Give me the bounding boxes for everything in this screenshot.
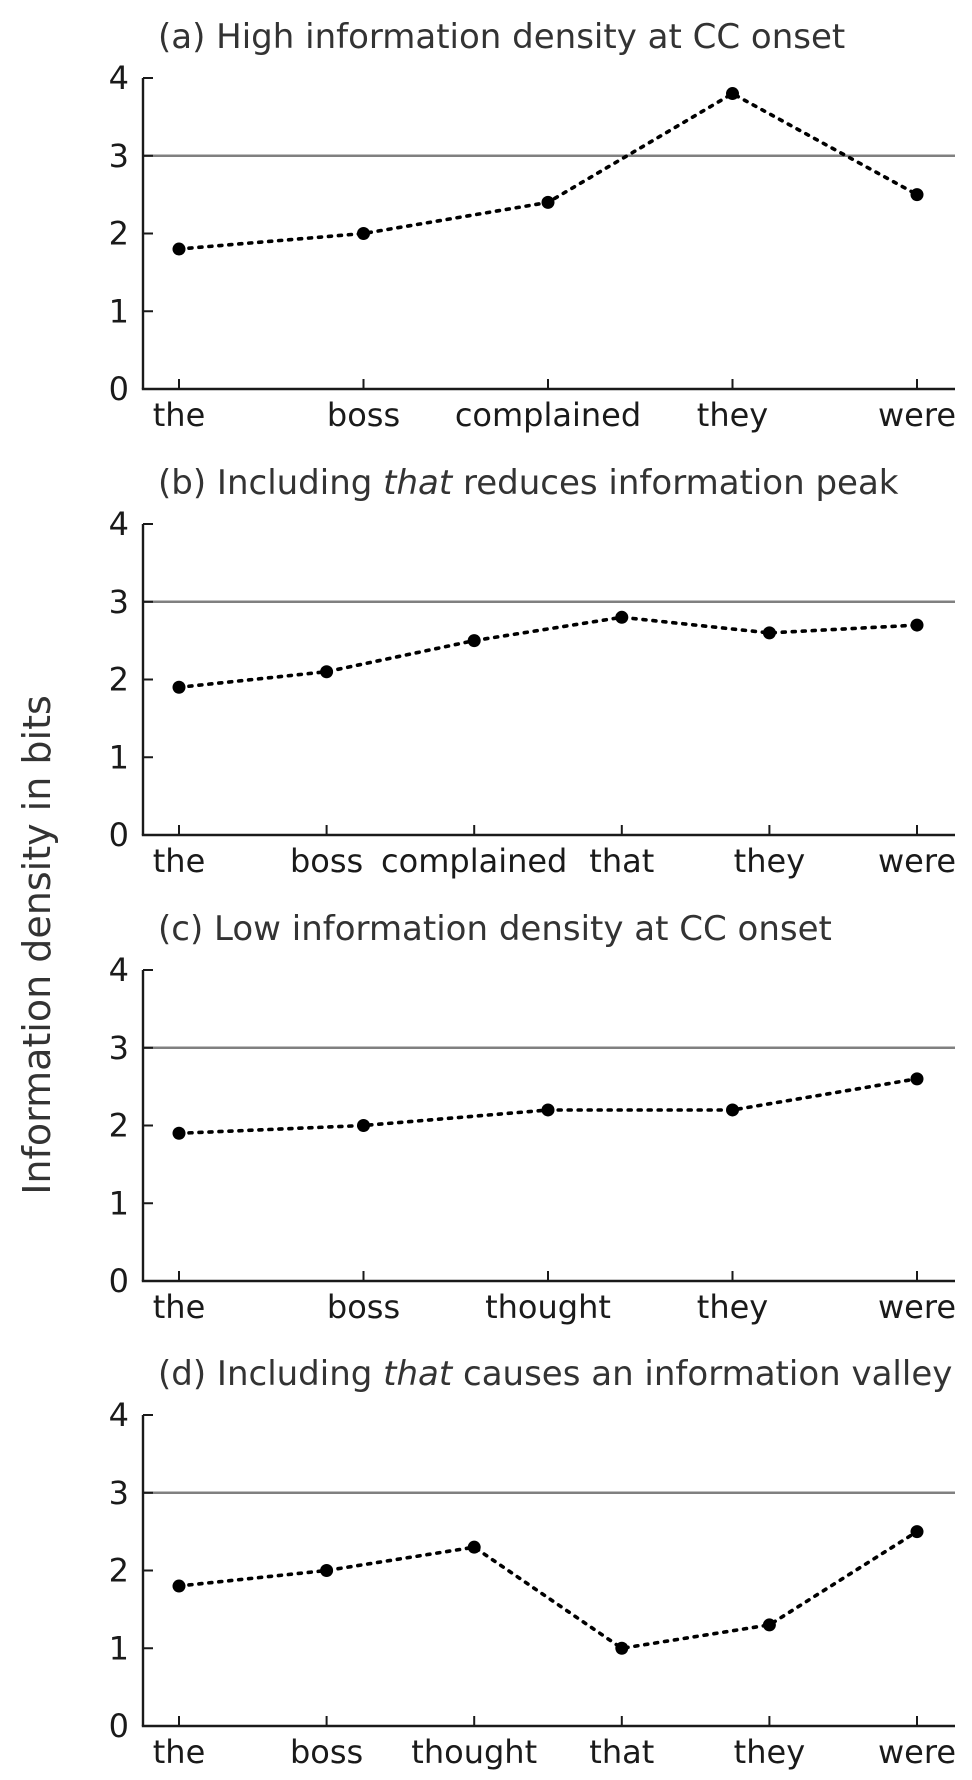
chart-title-part: (b) Including [158,463,383,503]
x-tick-label-were: were [878,1288,956,1326]
y-tick-label: 3 [109,1029,129,1067]
y-tick-label: 3 [109,583,129,621]
x-tick-label-they: they [734,842,805,880]
x-tick-label-thought: thought [411,1733,537,1771]
y-tick-label: 3 [109,137,129,175]
data-point-were [910,188,924,202]
y-tick-label: 1 [109,1629,129,1667]
data-point-boss [320,1564,334,1577]
data-point-that [615,610,629,624]
data-point-thought [541,1103,555,1117]
data-point-were [910,618,924,632]
x-tick-label-that: that [589,1733,654,1771]
data-point-the [172,1579,186,1593]
chart-title: (d) Including that causes an information… [158,1354,952,1394]
data-point-boss [357,1119,370,1132]
x-tick-label-boss: boss [327,1288,400,1326]
x-tick-label-the: the [153,842,206,880]
data-point-the [172,242,186,256]
x-tick-label-were: were [878,1733,956,1771]
x-tick-label-the: the [153,396,206,434]
data-point-thought [467,1540,481,1554]
series-line [177,1529,919,1651]
data-point-they [726,87,739,101]
chart-title-part: (d) Including [158,1354,383,1394]
chart-title: (c) Low information density at CC onset [158,909,832,949]
y-tick-label: 2 [109,661,129,699]
x-tick-label-complained: complained [381,842,567,880]
data-point-the [172,680,186,694]
chart-title-emphasis: that [383,463,454,503]
y-tick-label: 4 [109,505,129,543]
data-point-they [762,626,776,640]
data-point-boss [357,227,370,240]
data-point-were [910,1072,924,1086]
series-line [177,91,919,251]
y-tick-label: 4 [109,1396,129,1434]
chart-title: (b) Including that reduces information p… [158,463,899,503]
y-tick-label: 1 [109,292,129,330]
data-point-they [726,1103,739,1117]
data-point-boss [320,665,334,679]
chart-title-part: (a) High information density at CC onset [158,17,845,57]
data-point-the [172,1126,186,1140]
y-tick-label: 3 [109,1474,129,1512]
chart-title-part: reduces information peak [452,463,899,503]
y-tick-label: 0 [109,1262,129,1300]
x-tick-label-were: were [878,842,956,880]
data-point-were [910,1525,924,1539]
x-tick-label-complained: complained [455,396,641,434]
y-tick-label: 1 [109,738,129,776]
y-tick-label: 2 [109,1107,129,1145]
x-tick-label-they: they [697,1288,768,1326]
data-point-that [615,1641,629,1655]
x-tick-label-the: the [153,1733,206,1771]
y-tick-label: 4 [109,59,129,97]
y-tick-label: 1 [109,1184,129,1222]
y-tick-label: 0 [109,370,129,408]
x-tick-label-boss: boss [290,842,363,880]
y-tick-label: 0 [109,816,129,854]
y-axis-label: Information density in bits [15,695,59,1195]
chart-panel-d: (d) Including that causes an information… [109,1354,956,1771]
chart-title-part: (c) Low information density at CC onset [158,909,832,949]
chart-title: (a) High information density at CC onset [158,17,845,57]
chart-title-emphasis: that [383,1354,454,1394]
chart-panel-a: (a) High information density at CC onset… [109,17,956,434]
x-tick-label-thought: thought [485,1288,611,1326]
series-line [177,615,919,690]
x-tick-label-that: that [589,842,654,880]
y-tick-label: 0 [109,1707,129,1745]
data-point-they [762,1618,776,1632]
y-tick-label: 2 [109,1552,129,1590]
x-tick-label-they: they [697,396,768,434]
chart-title-part: causes an information valley [452,1354,952,1394]
x-tick-label-boss: boss [290,1733,363,1771]
x-tick-label-they: they [734,1733,805,1771]
x-tick-label-boss: boss [327,396,400,434]
data-point-complained [467,634,481,648]
data-point-complained [541,195,555,209]
x-tick-label-were: were [878,396,956,434]
x-tick-label-the: the [153,1288,206,1326]
chart-panel-c: (c) Low information density at CC onset 0… [109,909,956,1326]
chart-panel-b: (b) Including that reduces information p… [109,463,956,880]
y-tick-label: 2 [109,215,129,253]
y-tick-label: 4 [109,951,129,989]
